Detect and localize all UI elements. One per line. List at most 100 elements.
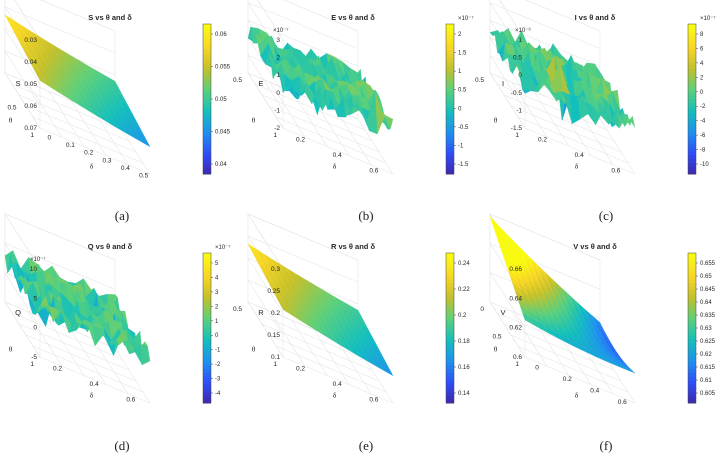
floor-grid-line [291,320,328,376]
colorbar-tick-label: -8 [700,148,706,154]
colorbar-segment [203,102,211,107]
colorbar-tick-label: 1 [215,319,219,325]
floor-grid-line [335,338,372,394]
z-tick-label: 0.04 [24,59,37,66]
theta-axis-label: θ [494,116,498,125]
colorbar-segment [688,24,696,29]
z-grid-line [257,0,359,41]
colorbar-segment [203,151,211,156]
colorbar-segment [203,110,211,115]
delta-tick-label: 0.2 [563,376,572,383]
colorbar-segment [446,264,454,269]
colorbar-segment [688,271,696,276]
surface [4,250,151,366]
colorbar-segment [203,132,211,137]
theta-axis-label: θ [9,116,13,125]
colorbar-segment [203,69,211,74]
colorbar-segment [688,346,696,351]
theta-tick-label: 1 [515,361,519,368]
colorbar-segment [203,80,211,85]
colorbar-frame [445,23,455,175]
colorbar-segment [688,395,696,400]
delta-axis-label: δ [575,391,579,400]
colorbar-tick-label: -1 [215,348,221,354]
z-tick-label: 0.1 [271,354,280,361]
colorbar-segment [203,65,211,70]
z-tick-label: 0 [518,72,522,79]
colorbar-tick-label: 0.655 [700,261,716,267]
colorbar-tick-label: 1.5 [458,51,467,57]
floor-grid-line [32,116,144,164]
delta-axis-label: δ [333,162,337,171]
delta-tick-label: 0.1 [66,142,75,149]
colorbar-tick-label: 0.5 [458,88,467,94]
colorbar-segment [203,50,211,55]
colorbar-tick-label: 4 [700,61,704,67]
floor-grid-line [48,91,85,147]
colorbar-segment [688,391,696,396]
colorbar-segment [446,294,454,299]
z-tick-label: 0.3 [271,266,280,273]
colorbar-segment [688,388,696,393]
colorbar-tick-label: 0.04 [215,162,227,168]
colorbar-segment [688,61,696,66]
colorbar-tick-label: 1 [458,69,462,75]
colorbar-segment [446,331,454,336]
colorbar-tick-label: 0.18 [458,339,470,345]
delta-tick-label: 0.2 [296,366,305,373]
colorbar-segment [446,170,454,175]
z-tick-label: 0.03 [24,37,37,44]
colorbar-segment [688,320,696,325]
colorbar-segment [688,84,696,89]
colorbar-segment [203,279,211,284]
colorbar-tick-label: 4 [215,275,219,281]
delta-tick-label: 0.6 [126,396,135,403]
floor-grid-line [114,347,151,404]
colorbar-tick-label: 0.05 [215,97,227,103]
z-tick-label: 0.66 [509,266,522,273]
z-axis-label: R [258,308,264,317]
colorbar-segment [446,106,454,111]
colorbar-segment [203,121,211,126]
z-tick-label: -2 [274,125,280,132]
colorbar-segment [688,256,696,261]
floor-grid-line [268,105,380,153]
colorbar-segment [688,46,696,51]
colorbar-segment [203,87,211,92]
colorbar-segment [688,140,696,145]
surface [247,27,394,135]
colorbar-segment [688,305,696,310]
theta-tick-label: 0.5 [7,105,16,112]
delta-tick-label: 0.2 [84,150,93,157]
colorbar-segment [203,24,211,29]
colorbar-segment [203,399,211,404]
colorbar-segment [203,61,211,66]
colorbar-segment [203,144,211,149]
panel-1: 0.030.040.050.060.07S00.51θ00.10.20.30.4… [4,0,231,180]
colorbar-segment [203,350,211,355]
colorbar-segment [688,72,696,77]
colorbar-tick-label: -0.5 [458,125,469,131]
colorbar-segment [203,298,211,303]
colorbar-segment [688,365,696,370]
floor-grid-line [26,311,63,367]
z-tick-label: -0.5 [511,90,523,97]
floor-grid-line [510,334,622,382]
delta-axis-label: δ [575,162,579,171]
colorbar-segment [688,253,696,258]
colorbar-segment [446,346,454,351]
floor-grid-line [282,127,394,175]
colorbar-segment [446,286,454,291]
colorbar-segment [446,354,454,359]
colorbar-segment [203,354,211,359]
colorbar-segment [688,162,696,167]
colorbar-segment [688,399,696,404]
colorbar-segment [688,151,696,156]
floor-grid-line [39,127,151,175]
chart-title: V vs θ and δ [573,242,617,251]
colorbar-segment [203,54,211,59]
colorbar-segment [688,279,696,284]
floor-grid-line [517,116,629,164]
colorbar-segment [688,316,696,321]
